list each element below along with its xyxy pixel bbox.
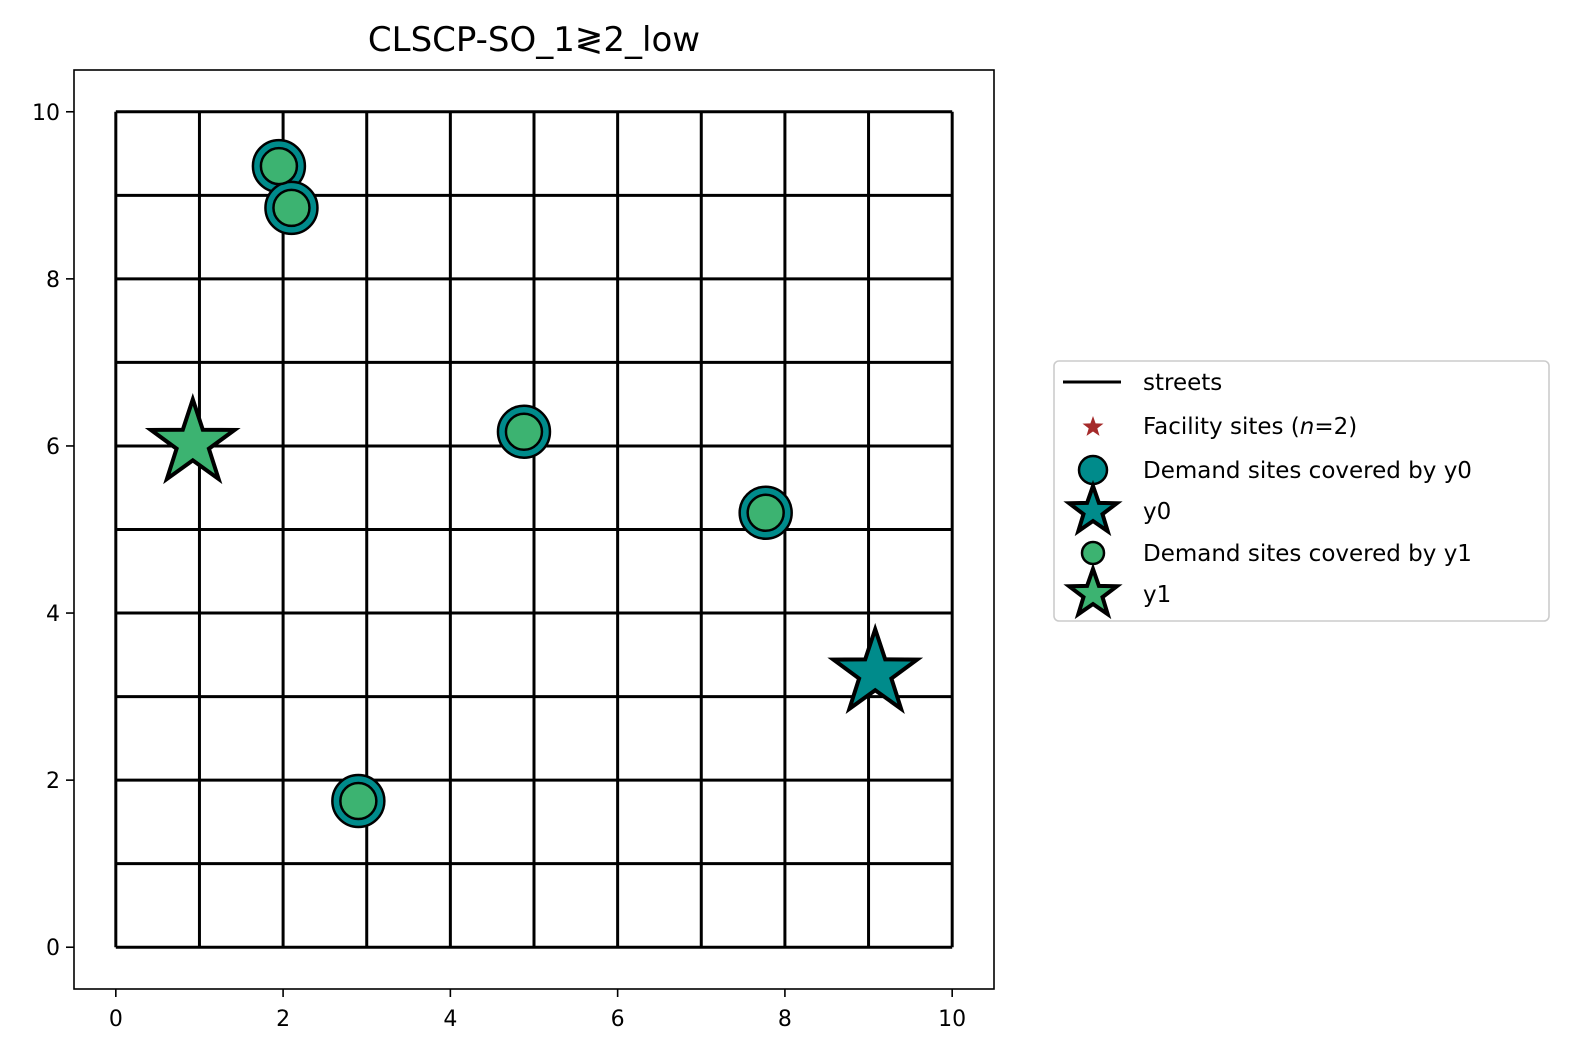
facility-site-y1 — [144, 393, 241, 485]
x-tick-label: 10 — [938, 1007, 966, 1032]
legend-frame — [1053, 360, 1550, 622]
legend: streets Facility sites (n=2) Demand sites … — [1053, 360, 1550, 622]
y-axis: 0 2 4 6 8 10 — [32, 101, 74, 961]
x-tick-label: 2 — [276, 1007, 290, 1032]
legend-label: Demand sites covered by y1 — [1143, 541, 1472, 567]
plot-frame — [73, 69, 995, 990]
y-tick-label: 6 — [46, 435, 60, 460]
legend-label: Demand sites covered by y0 — [1143, 458, 1472, 484]
demand-site-y1 — [746, 493, 785, 533]
legend-label: Facility sites (n=2) — [1143, 414, 1357, 440]
x-tick-label: 0 — [109, 1007, 123, 1032]
legend-demand-circle — [1077, 454, 1109, 486]
y-tick-label: 0 — [46, 936, 60, 961]
x-axis: 0 2 4 6 8 10 — [109, 989, 966, 1032]
y-tick-label: 10 — [32, 101, 60, 126]
demand-site-y1 — [339, 781, 378, 821]
demand-site-y1 — [259, 146, 299, 186]
legend-facility-star — [1082, 416, 1104, 436]
demand-sites-y1-layer — [259, 146, 785, 821]
legend-label: streets — [1143, 370, 1222, 396]
facility-site-y0 — [827, 622, 924, 714]
legend-label: y1 — [1143, 582, 1171, 608]
x-tick-label: 8 — [778, 1007, 792, 1032]
facility-sites-layer — [144, 393, 924, 714]
demand-site-y1 — [504, 412, 544, 452]
x-tick-label: 6 — [611, 1007, 625, 1032]
y-tick-label: 2 — [46, 769, 60, 794]
demand-sites-y0-layer — [251, 138, 793, 829]
x-tick-label: 4 — [443, 1007, 457, 1032]
legend-label: y0 — [1143, 499, 1171, 525]
legend-demand-circle — [1080, 540, 1106, 566]
demand-site-y1 — [272, 188, 311, 228]
y-tick-label: 4 — [46, 602, 60, 627]
chart-title: CLSCP-SO_1≷2_low — [368, 20, 700, 60]
streets-layer — [114, 110, 954, 949]
legend-y1-star — [1063, 562, 1123, 620]
y-tick-label: 8 — [46, 268, 60, 293]
legend-y0-star — [1063, 479, 1123, 537]
